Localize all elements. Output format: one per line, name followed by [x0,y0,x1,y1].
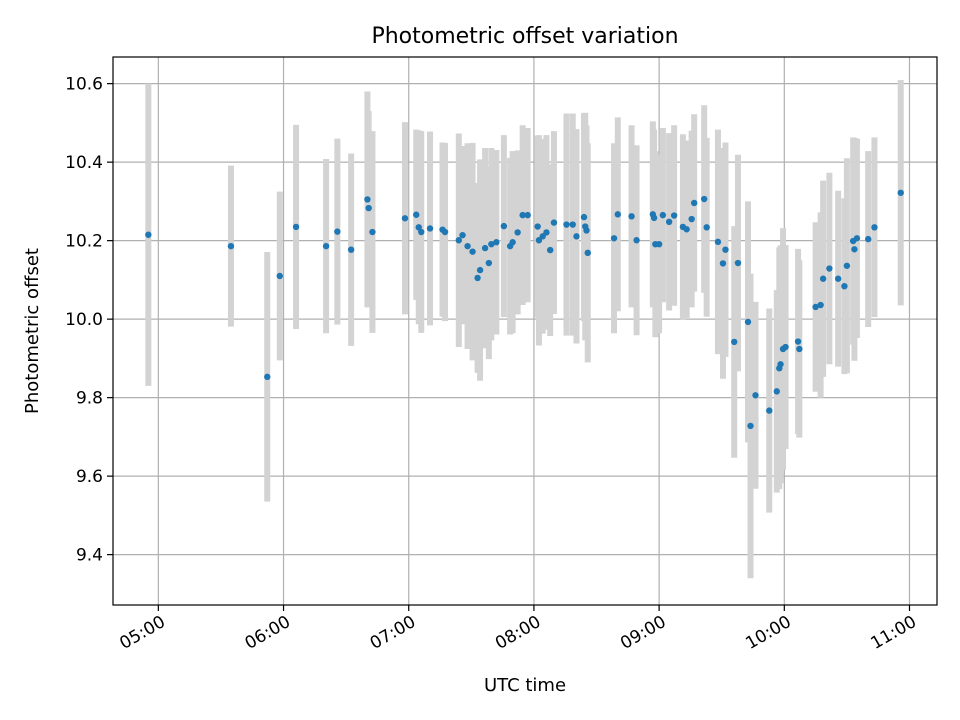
data-point [264,373,271,381]
data-point [843,262,851,269]
data-point [690,199,698,207]
y-tick-label: 10.6 [65,75,103,95]
data-point [752,392,759,399]
data-point [584,249,591,257]
data-point [519,211,526,219]
y-tick-label: 9.4 [76,546,103,566]
data-point [347,246,355,253]
data-point [401,215,409,222]
data-point [369,228,376,236]
data-points [145,189,904,430]
data-point [413,211,420,218]
data-point [569,221,576,228]
data-point [659,211,667,219]
data-point [276,272,283,280]
data-point [426,225,434,232]
data-point [851,246,858,253]
data-point [493,239,500,246]
data-point [488,240,495,248]
y-tick-label: 10.2 [65,232,103,252]
data-point [364,196,371,203]
data-point [543,229,550,236]
data-point [703,224,710,231]
data-point [546,246,554,254]
y-tick-label: 10.0 [65,310,103,330]
chart-title: Photometric offset variation [371,24,678,49]
y-axis-ticks: 9.4 9.6 9.8 10.0 10.2 10.4 10.6 [65,75,113,566]
data-point [481,244,489,252]
data-point [633,237,640,244]
data-point [514,229,521,236]
y-tick-label: 9.8 [76,389,103,409]
data-point [610,235,618,242]
data-point [734,259,742,267]
data-point [580,213,588,221]
plot-frame [112,56,938,606]
data-point [731,338,738,346]
data-point [650,214,658,222]
data-point [841,282,848,290]
data-point [766,407,773,414]
data-point [583,227,590,234]
data-point [777,361,784,368]
data-point [796,345,803,353]
data-point [534,223,541,230]
data-point [864,235,872,243]
y-tick-label: 10.4 [65,153,103,173]
data-point [744,318,752,326]
data-point [688,215,695,223]
data-point [227,242,235,250]
data-point [871,224,878,231]
data-point [573,233,580,240]
data-point [812,303,819,311]
data-point [441,228,449,236]
data-point [334,228,341,235]
data-point [145,231,152,238]
data-point [826,265,833,272]
data-point [782,343,789,351]
data-point [897,189,904,196]
data-point [665,218,673,226]
data-point [500,222,508,230]
data-point [485,259,493,267]
data-point [834,275,842,282]
data-point [817,301,824,309]
data-point [563,221,570,228]
data-point [819,275,827,282]
data-point [614,211,621,218]
data-point [322,242,330,250]
data-point [550,219,558,226]
data-point [418,228,425,236]
data-point [719,260,727,267]
data-point [655,240,663,248]
data-point [628,213,635,220]
data-point [773,388,780,395]
data-point [469,248,476,255]
data-point [292,223,300,231]
data-point [365,204,372,212]
data-point [474,274,481,282]
data-point [415,224,422,231]
data-point [700,195,708,203]
data-point [853,235,861,242]
data-point [747,422,754,430]
data-point [524,211,531,219]
data-point [459,231,466,239]
data-point [455,237,463,244]
data-point [509,239,516,246]
y-axis-label: Photometric offset [22,248,43,414]
data-point [464,242,471,250]
y-tick-label: 9.6 [76,467,103,487]
data-point [794,338,802,345]
x-axis-label: UTC time [484,675,566,696]
data-point [714,238,722,246]
data-point [476,266,484,274]
data-point [670,212,678,219]
data-point [722,246,729,253]
data-point [683,226,690,233]
